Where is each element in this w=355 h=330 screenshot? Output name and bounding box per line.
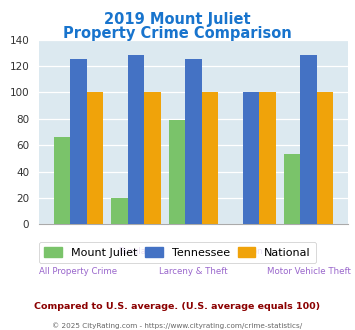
Text: Compared to U.S. average. (U.S. average equals 100): Compared to U.S. average. (U.S. average … <box>34 302 321 311</box>
Bar <box>169 120 185 224</box>
Bar <box>144 92 161 224</box>
Bar <box>243 92 259 224</box>
Bar <box>317 92 333 224</box>
Text: Larceny & Theft: Larceny & Theft <box>159 267 228 276</box>
Legend: Mount Juliet, Tennessee, National: Mount Juliet, Tennessee, National <box>39 242 316 263</box>
Bar <box>259 92 276 224</box>
Bar <box>202 92 218 224</box>
Text: All Property Crime: All Property Crime <box>39 267 118 276</box>
Bar <box>87 92 103 224</box>
Bar <box>70 59 87 224</box>
Bar <box>185 59 202 224</box>
Bar <box>128 55 144 224</box>
Bar <box>54 137 70 224</box>
Bar <box>300 55 317 224</box>
Text: Arson: Arson <box>239 247 263 255</box>
Text: Property Crime Comparison: Property Crime Comparison <box>63 26 292 41</box>
Text: © 2025 CityRating.com - https://www.cityrating.com/crime-statistics/: © 2025 CityRating.com - https://www.city… <box>53 323 302 329</box>
Text: Burglary: Burglary <box>118 247 154 255</box>
Bar <box>284 154 300 224</box>
Text: Motor Vehicle Theft: Motor Vehicle Theft <box>267 267 350 276</box>
Text: 2019 Mount Juliet: 2019 Mount Juliet <box>104 12 251 26</box>
Bar <box>111 198 128 224</box>
